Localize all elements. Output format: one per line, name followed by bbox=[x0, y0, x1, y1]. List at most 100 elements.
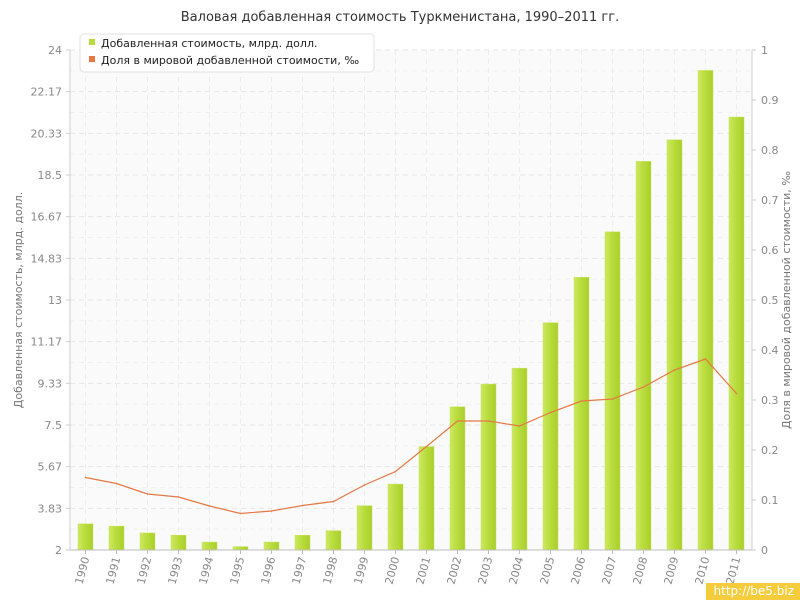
bar-2004 bbox=[511, 367, 528, 551]
line-point-1998 bbox=[332, 500, 335, 503]
y2-tick-label: 0.5 bbox=[761, 294, 779, 307]
line-point-2002 bbox=[456, 420, 459, 422]
x-tick-label: 2006 bbox=[569, 555, 589, 585]
legend: Добавленная стоимость, млрд. долл. Доля в… bbox=[79, 33, 375, 73]
line-point-2008 bbox=[642, 386, 645, 388]
line-point-1996 bbox=[270, 510, 273, 512]
y2-tick-label: 0.4 bbox=[761, 344, 779, 357]
line-point-1997 bbox=[301, 504, 304, 507]
bar-1990 bbox=[77, 523, 94, 551]
bar-1994 bbox=[201, 541, 218, 551]
line-point-2003 bbox=[487, 420, 490, 422]
y2-tick-label: 0.6 bbox=[761, 244, 779, 257]
line-point-2005 bbox=[549, 411, 552, 414]
y-tick-label: 7.5 bbox=[45, 419, 63, 432]
bar-1993 bbox=[170, 534, 187, 551]
line-point-2001 bbox=[425, 445, 428, 448]
bar-2010 bbox=[697, 70, 714, 551]
x-tick-label: 2007 bbox=[600, 555, 620, 585]
y-tick-label: 5.67 bbox=[38, 461, 63, 474]
x-tick-label: 2011 bbox=[724, 555, 744, 585]
axes bbox=[66, 49, 756, 554]
bar-2007 bbox=[604, 231, 621, 551]
x-tick-label: 2005 bbox=[538, 555, 558, 585]
line-point-2010 bbox=[704, 358, 707, 360]
bar-2002 bbox=[449, 406, 466, 551]
x-tick-label: 2001 bbox=[414, 555, 434, 585]
line-point-2007 bbox=[611, 398, 614, 400]
y2-tick-label: 0 bbox=[761, 544, 768, 557]
y-tick-label: 24 bbox=[48, 44, 62, 57]
bar-2001 bbox=[418, 446, 435, 551]
watermark[interactable]: http://be5.biz bbox=[705, 583, 800, 600]
x-tick-label: 2003 bbox=[476, 555, 496, 585]
y-tick-label: 9.33 bbox=[38, 377, 63, 390]
x-tick-label: 2008 bbox=[631, 555, 651, 585]
y2-tick-label: 0.9 bbox=[761, 94, 779, 107]
y-axis-label: Добавленная стоимость, млрд. долл. bbox=[12, 192, 25, 408]
y-tick-label: 13 bbox=[48, 294, 62, 307]
bar-1995 bbox=[232, 546, 249, 551]
bar-2003 bbox=[480, 383, 497, 551]
y2-tick-label: 0.3 bbox=[761, 394, 779, 407]
y-tick-label: 11.17 bbox=[31, 336, 63, 349]
y-tick-label: 20.33 bbox=[31, 127, 63, 140]
line-point-1995 bbox=[239, 512, 242, 515]
x-tick-label: 1996 bbox=[259, 555, 279, 585]
x-tick-label: 2004 bbox=[507, 555, 527, 585]
y-tick-label: 14.83 bbox=[31, 252, 63, 265]
legend-swatch-line bbox=[89, 56, 95, 62]
y-tick-label: 22.17 bbox=[31, 86, 63, 99]
y2-tick-label: 1 bbox=[761, 44, 768, 57]
x-tick-label: 1994 bbox=[197, 555, 217, 585]
x-tick-label: 1995 bbox=[228, 555, 248, 585]
line-point-2000 bbox=[394, 470, 397, 473]
line-point-1993 bbox=[177, 496, 180, 498]
bar-1992 bbox=[139, 532, 156, 551]
line-point-1994 bbox=[208, 505, 211, 507]
x-tick-label: 1998 bbox=[321, 555, 341, 585]
bar-1997 bbox=[294, 534, 311, 551]
x-tick-label: 1999 bbox=[352, 555, 372, 585]
line-point-1999 bbox=[363, 484, 366, 486]
bar-1991 bbox=[108, 525, 125, 551]
line-point-1992 bbox=[146, 493, 149, 495]
legend-label-line: Доля в мировой добавленной стоимости, ‰ bbox=[101, 54, 359, 67]
x-tick-label: 1993 bbox=[166, 555, 186, 585]
x-tick-label: 2002 bbox=[445, 555, 465, 585]
bar-1999 bbox=[356, 505, 373, 551]
bar-2009 bbox=[666, 139, 683, 551]
line-point-1990 bbox=[84, 476, 87, 479]
y2-tick-label: 0.1 bbox=[761, 494, 779, 507]
x-tick-label: 2000 bbox=[383, 555, 403, 585]
x-tick-label: 1991 bbox=[104, 555, 124, 585]
x-tick-labels: 1990 1991 1992 1993 1994 1995 1996 1997 1998 1999… bbox=[73, 555, 744, 585]
bar-1996 bbox=[263, 541, 280, 551]
line-point-1991 bbox=[115, 482, 118, 485]
line-point-2006 bbox=[580, 400, 583, 402]
x-tick-label: 1992 bbox=[135, 555, 155, 585]
bar-2006 bbox=[573, 277, 590, 551]
bar-2000 bbox=[387, 483, 404, 551]
y2-tick-label: 0.2 bbox=[761, 444, 779, 457]
y2-tick-label: 0.7 bbox=[761, 194, 779, 207]
x-tick-label: 1990 bbox=[73, 555, 93, 585]
y-tick-label: 16.67 bbox=[31, 211, 63, 224]
legend-label-bars: Добавленная стоимость, млрд. долл. bbox=[101, 37, 317, 50]
x-tick-label: 2009 bbox=[662, 555, 682, 585]
y-tick-label: 18.5 bbox=[38, 169, 63, 182]
x-tick-label: 2010 bbox=[693, 555, 713, 585]
bar-2005 bbox=[542, 322, 559, 551]
legend-swatch-bars bbox=[89, 39, 95, 45]
bar-2008 bbox=[635, 161, 652, 551]
tick-labels: 2 3.83 5.67 7.5 9.33 11.17 13 14.83 16.67 18.5 20.… bbox=[31, 44, 779, 557]
y2-axis-label: Доля в мировой добавленной стоимости, ‰ bbox=[780, 171, 793, 429]
chart-title: Валовая добавленная стоимость Туркменист… bbox=[180, 10, 620, 25]
share-line bbox=[84, 358, 738, 515]
legend-box bbox=[79, 33, 375, 73]
line-point-2004 bbox=[518, 425, 521, 427]
line-point-2011 bbox=[735, 392, 738, 395]
line-point-2009 bbox=[673, 369, 676, 371]
x-tick-label: 1997 bbox=[290, 555, 310, 585]
share-series-line bbox=[85, 358, 737, 515]
